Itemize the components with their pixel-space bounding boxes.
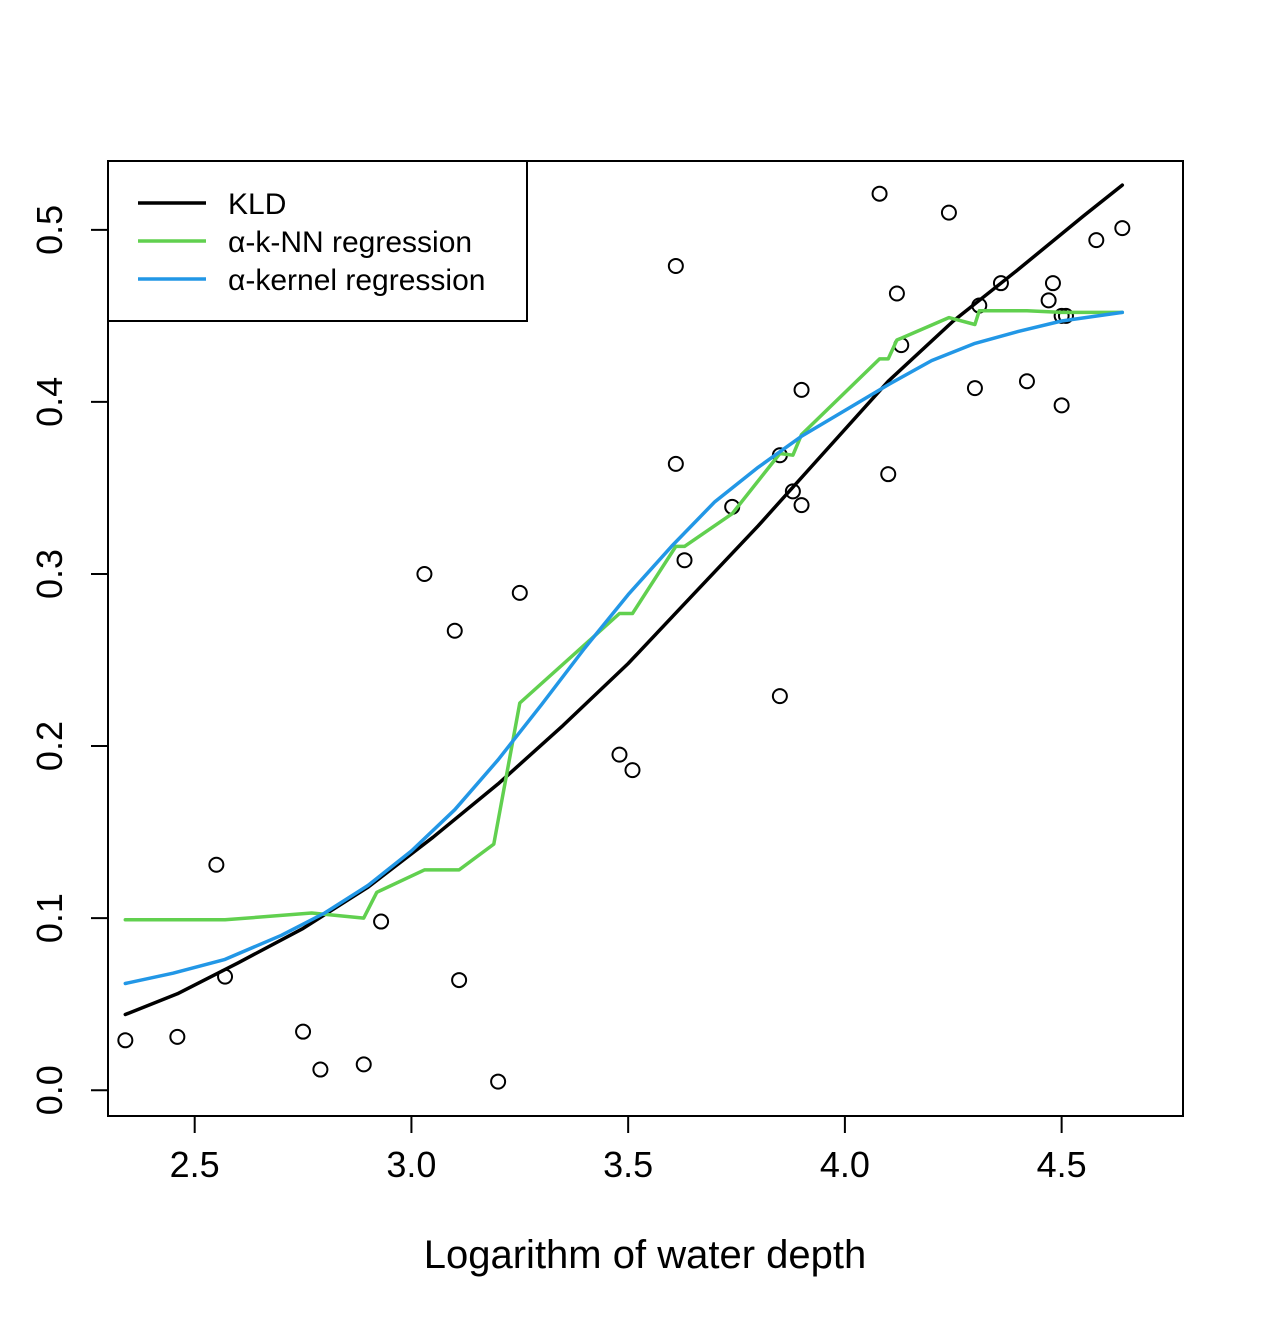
data-point	[169, 1028, 186, 1045]
y-tick-label: 0.0	[29, 1065, 70, 1115]
legend-label: α-kernel regression	[228, 264, 485, 297]
data-point	[511, 584, 528, 601]
data-point	[416, 565, 433, 582]
data-point	[793, 381, 810, 398]
y-tick-label: 0.3	[29, 549, 70, 599]
legend-label: KLD	[228, 188, 286, 221]
x-tick-label: 3.5	[603, 1144, 653, 1185]
data-point	[355, 1056, 372, 1073]
data-point	[624, 762, 641, 779]
data-point	[793, 497, 810, 514]
data-point	[771, 688, 788, 705]
data-point	[373, 913, 390, 930]
data-point	[1044, 275, 1061, 292]
data-point	[667, 257, 684, 274]
data-point	[676, 552, 693, 569]
y-tick-label: 0.5	[29, 205, 70, 255]
data-point	[1018, 373, 1035, 390]
legend-label: α-k-NN regression	[228, 226, 472, 259]
data-point	[312, 1061, 329, 1078]
data-point	[940, 204, 957, 221]
data-point	[117, 1032, 134, 1049]
data-point	[208, 856, 225, 873]
data-point	[667, 455, 684, 472]
legend: KLD α-k-NN regression α-kernel regression	[107, 160, 528, 322]
series-line-k-nn-regression	[123, 308, 1125, 922]
data-point	[992, 275, 1009, 292]
data-point	[888, 285, 905, 302]
series-line-kernel-regression	[123, 310, 1125, 986]
data-point	[1114, 220, 1131, 237]
data-point	[1053, 397, 1070, 414]
data-point	[871, 185, 888, 202]
x-tick-label: 4.5	[1037, 1144, 1087, 1185]
data-point	[1053, 307, 1070, 324]
data-point	[446, 622, 463, 639]
data-point	[1040, 292, 1057, 309]
x-axis: 2.5 3.0 3.5 4.0 4.5	[170, 1115, 1087, 1185]
y-axis: 0.0 0.1 0.2 0.3 0.4 0.5	[29, 205, 109, 1115]
y-tick-label: 0.1	[29, 893, 70, 943]
y-tick-label: 0.4	[29, 377, 70, 427]
x-tick-label: 3.0	[386, 1144, 436, 1185]
data-point	[295, 1023, 312, 1040]
data-point	[784, 483, 801, 500]
data-point	[966, 380, 983, 397]
data-point	[1057, 307, 1074, 324]
x-axis-title: Logarithm of water depth	[424, 1233, 866, 1277]
series-line-kld	[123, 183, 1125, 1017]
x-tick-label: 2.5	[170, 1144, 220, 1185]
data-point	[451, 972, 468, 989]
x-tick-label: 4.0	[820, 1144, 870, 1185]
data-point	[1088, 232, 1105, 249]
data-point	[611, 746, 628, 763]
y-tick-label: 0.2	[29, 721, 70, 771]
data-point	[490, 1073, 507, 1090]
data-point	[880, 466, 897, 483]
